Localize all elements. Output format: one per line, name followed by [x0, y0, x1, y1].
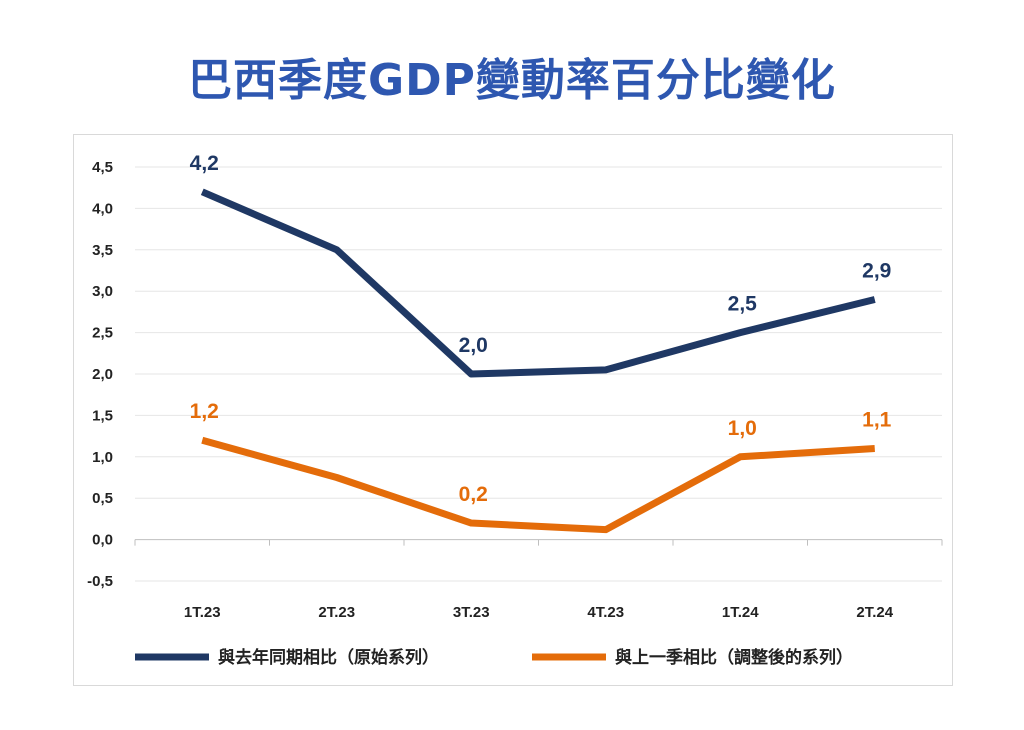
x-tick-label: 2T.24: [856, 604, 893, 621]
y-tick-label: 4,0: [92, 200, 113, 217]
data-label: 2,5: [728, 293, 758, 316]
data-label: 1,2: [190, 400, 219, 423]
y-tick-label: -0,5: [87, 573, 113, 590]
data-label: 1,0: [728, 417, 757, 440]
legend-label: 與上一季相比（調整後的系列）: [615, 647, 853, 668]
y-tick-label: 2,0: [92, 366, 113, 383]
y-tick-label: 1,5: [92, 407, 113, 424]
x-tick-label: 1T.24: [722, 604, 759, 621]
data-label: 0,2: [459, 483, 488, 506]
data-label: 4,2: [190, 152, 219, 175]
y-tick-label: 0,5: [92, 490, 113, 507]
series-line-1: [200, 188, 876, 378]
y-tick-label: 1,0: [92, 449, 113, 466]
y-tick-label: 0,0: [92, 532, 113, 549]
legend-label: 與去年同期相比（原始系列）: [218, 647, 439, 668]
y-tick-label: 3,0: [92, 283, 113, 300]
chart-title: 巴西季度GDP變動率百分比變化: [188, 55, 836, 106]
x-tick-label: 2T.23: [318, 604, 355, 621]
x-tick-label: 1T.23: [184, 604, 221, 621]
x-tick-label: 3T.23: [453, 604, 490, 621]
y-tick-label: 2,5: [92, 325, 113, 342]
data-label: 1,1: [862, 409, 892, 432]
x-tick-label: 4T.23: [587, 604, 624, 621]
y-tick-label: 4,5: [92, 159, 113, 176]
y-tick-label: 3,5: [92, 242, 113, 259]
data-label: 2,9: [862, 259, 891, 282]
series-line-2: [201, 436, 875, 534]
data-label: 2,0: [459, 334, 488, 357]
chart-frame: [73, 134, 953, 686]
